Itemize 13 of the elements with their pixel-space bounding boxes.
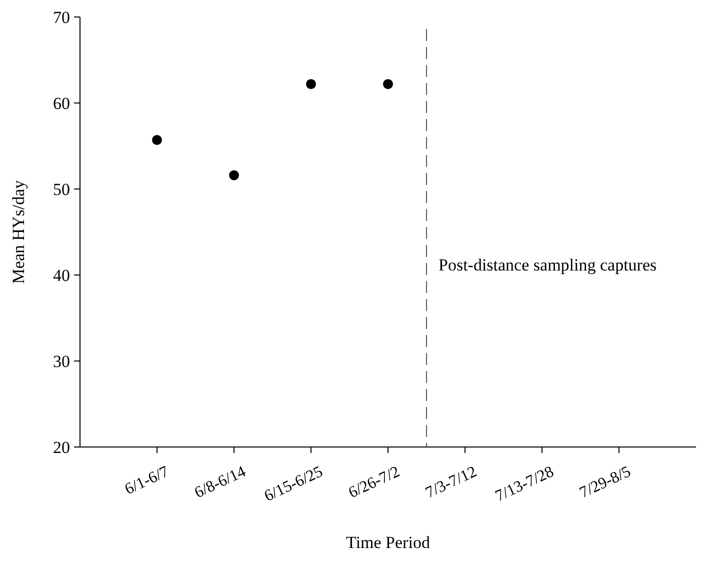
y-tick-label: 20 bbox=[53, 438, 70, 457]
y-tick-label: 70 bbox=[53, 8, 70, 27]
point bbox=[229, 170, 239, 180]
annotation: Post-distance sampling captures bbox=[438, 256, 657, 275]
y-tick-label: 30 bbox=[53, 352, 70, 371]
point bbox=[152, 134, 162, 145]
point bbox=[306, 79, 316, 90]
x-axis-title: Time Period bbox=[346, 533, 430, 552]
y-tick-label: 40 bbox=[53, 266, 70, 285]
point bbox=[383, 79, 393, 90]
y-axis-title: Mean HYs/day bbox=[9, 180, 28, 284]
y-tick-label: 50 bbox=[53, 180, 70, 199]
y-tick-label: 60 bbox=[53, 94, 70, 113]
